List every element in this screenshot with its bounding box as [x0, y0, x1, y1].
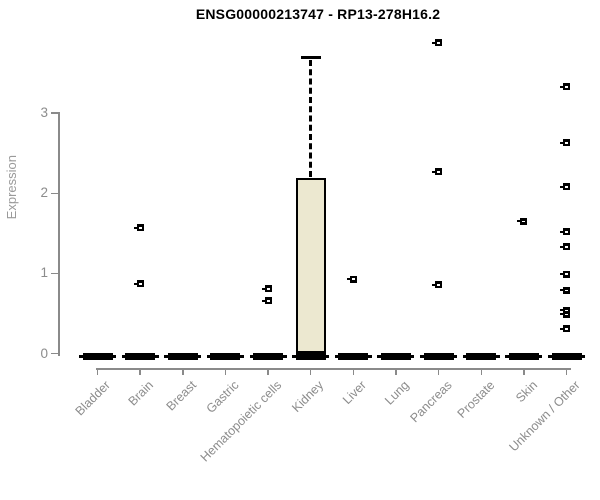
outlier-point — [346, 275, 357, 283]
x-tick — [139, 368, 141, 375]
y-tick — [51, 112, 58, 114]
y-axis-line — [58, 112, 60, 356]
x-tick — [523, 368, 525, 375]
x-tick-label: Breast — [163, 378, 199, 414]
outlier-point — [560, 286, 571, 294]
x-tick — [224, 368, 227, 375]
outlier-point — [432, 281, 443, 289]
x-tick — [565, 368, 568, 375]
x-tick — [437, 368, 440, 375]
collapsed-box — [423, 352, 454, 360]
outlier-point — [560, 183, 571, 191]
outlier-point — [560, 228, 571, 236]
y-tick — [51, 272, 58, 275]
collapsed-box — [82, 352, 113, 360]
collapsed-box — [295, 352, 326, 360]
collapsed-box — [508, 352, 539, 360]
collapsed-box — [338, 352, 369, 360]
x-tick-label: Prostate — [454, 378, 498, 421]
x-axis-line — [96, 368, 572, 370]
x-tick-label: Kidney — [289, 378, 327, 415]
outlier-point — [517, 217, 528, 225]
collapsed-box — [380, 352, 411, 360]
outlier-point — [261, 297, 272, 305]
box-body — [295, 178, 326, 354]
whisker-cap — [300, 56, 321, 60]
chart-title: ENSG00000213747 - RP13-278H16.2 — [195, 6, 441, 22]
x-tick-label: Brain — [125, 378, 157, 409]
collapsed-box — [253, 352, 284, 360]
outlier-point — [133, 280, 144, 288]
outlier-point — [560, 139, 571, 147]
x-tick-label: Pancreas — [407, 378, 455, 426]
x-tick — [309, 368, 312, 375]
x-tick — [267, 368, 269, 375]
outlier-point — [560, 325, 571, 333]
y-tick-label: 2 — [40, 185, 48, 201]
collapsed-box — [466, 352, 497, 360]
outlier-point — [560, 243, 571, 251]
outlier-point — [261, 285, 272, 293]
y-tick — [51, 192, 58, 195]
x-tick — [96, 368, 99, 375]
whisker-line — [309, 60, 313, 178]
collapsed-box — [551, 352, 582, 360]
x-tick — [480, 368, 482, 375]
outlier-point — [133, 224, 144, 232]
y-tick — [51, 352, 58, 355]
x-tick — [182, 368, 184, 375]
outlier-point — [560, 310, 571, 318]
y-tick-label: 0 — [40, 345, 48, 361]
collapsed-box — [210, 352, 241, 360]
x-tick-label: Hematopoietic cells — [197, 378, 284, 465]
y-tick-label: 1 — [40, 265, 48, 281]
outlier-point — [560, 83, 571, 91]
outlier-point — [560, 306, 571, 314]
outlier-point — [432, 39, 443, 47]
outlier-point — [432, 168, 443, 176]
x-tick-label: Lung — [382, 378, 412, 408]
collapsed-box — [167, 352, 198, 360]
x-tick — [395, 368, 397, 375]
x-tick-label: Bladder — [73, 378, 114, 419]
collapsed-box — [125, 352, 156, 360]
y-tick-label: 3 — [40, 105, 48, 121]
x-tick — [352, 368, 355, 375]
x-tick-label: Liver — [340, 378, 370, 408]
outlier-point — [560, 270, 571, 278]
x-tick-label: Skin — [512, 378, 540, 406]
x-tick-label: Gastric — [203, 378, 242, 416]
